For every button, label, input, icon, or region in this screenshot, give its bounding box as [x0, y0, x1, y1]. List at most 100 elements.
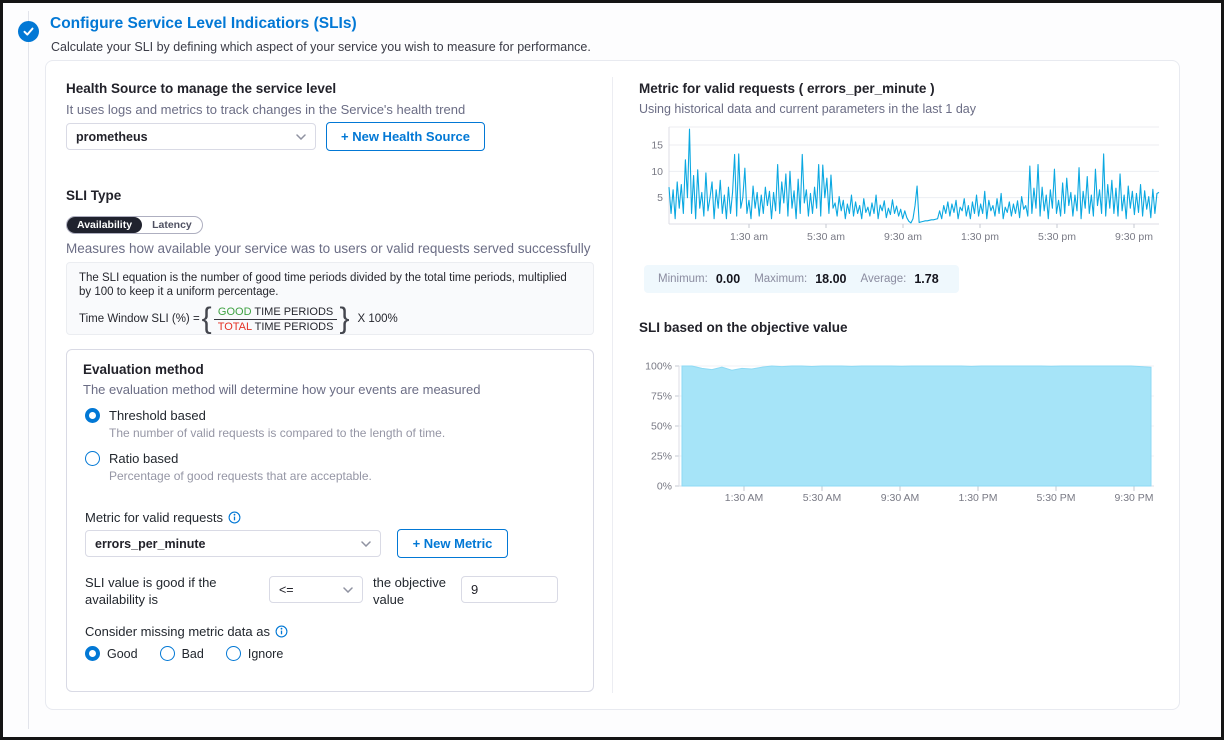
sli-config-card: Health Source to manage the service leve…	[45, 60, 1180, 710]
health-source-title: Health Source to manage the service leve…	[66, 81, 337, 96]
info-icon[interactable]	[275, 625, 288, 638]
radio-icon[interactable]	[225, 646, 241, 661]
svg-text:9:30 am: 9:30 am	[884, 231, 922, 243]
health-source-select[interactable]: prometheus	[66, 123, 316, 150]
radio-label: Ignore	[247, 646, 284, 661]
metric-timeseries-chart: 5 10 15 1:30 am 5:30 am 9:30 am 1:30 pm 5:30 pm…	[651, 126, 1160, 243]
objective-value-input[interactable]	[461, 576, 558, 603]
health-source-description: It uses logs and metrics to track change…	[66, 102, 466, 117]
radio-icon[interactable]	[85, 646, 100, 661]
sli-equation-box: The SLI equation is the number of good t…	[66, 262, 594, 335]
equation-good-periods: TIME PERIODS	[254, 305, 334, 318]
wizard-stepper-line	[28, 11, 29, 729]
radio-icon[interactable]	[85, 408, 100, 423]
sli-type-pill-availability[interactable]: Availability	[67, 217, 143, 233]
equation-lhs: Time Window SLI (%) =	[79, 313, 200, 325]
evaluation-method-box: Evaluation method The evaluation method …	[66, 349, 594, 692]
average-label: Average:	[860, 273, 907, 285]
metric-valid-requests-label: Metric for valid requests	[85, 510, 241, 525]
radio-label: Good	[107, 646, 138, 661]
maximum-label: Maximum:	[754, 273, 808, 285]
sli-type-title: SLI Type	[66, 188, 122, 203]
evaluation-option: Threshold based The number of valid reque…	[85, 408, 445, 440]
metric-chart-subtitle: Using historical data and current parame…	[639, 102, 976, 116]
svg-text:0%: 0%	[657, 481, 672, 493]
svg-text:10: 10	[651, 166, 663, 178]
svg-text:1:30 AM: 1:30 AM	[725, 492, 764, 504]
missing-data-radio-ignore[interactable]: Ignore	[225, 646, 284, 661]
svg-text:5:30 PM: 5:30 PM	[1036, 492, 1075, 504]
operator-selected-value: <=	[279, 582, 294, 597]
chevron-down-icon	[343, 586, 353, 593]
radio-ratio-based[interactable]: Ratio based	[85, 451, 445, 466]
svg-text:5:30 AM: 5:30 AM	[803, 492, 842, 504]
equation-fraction: GOOD TIME PERIODS TOTAL TIME PERIODS	[213, 305, 338, 333]
page-subtitle: Calculate your SLI by defining which asp…	[51, 40, 591, 54]
step-complete-icon	[18, 21, 39, 42]
missing-metric-data-label: Consider missing metric data as	[85, 624, 288, 639]
sli-area-chart: 100% 75% 50% 25% 0% 1:30 AM 5:30 AM 9:30 AM 1:30…	[645, 361, 1154, 504]
evaluation-method-options: Threshold based The number of valid reque…	[85, 408, 445, 494]
svg-text:1:30 PM: 1:30 PM	[958, 492, 997, 504]
sli-chart-title: SLI based on the objective value	[639, 320, 848, 335]
radio-label: Ratio based	[109, 451, 179, 466]
equation-total-periods: TIME PERIODS	[254, 320, 334, 333]
radio-description: The number of valid requests is compared…	[109, 426, 446, 440]
chevron-down-icon	[361, 540, 371, 547]
sli-type-pill-latency[interactable]: Latency	[152, 219, 192, 231]
radio-icon[interactable]	[85, 451, 100, 466]
svg-text:1:30 pm: 1:30 pm	[961, 231, 999, 243]
sli-equation-text: The SLI equation is the number of good t…	[79, 272, 567, 298]
sli-condition-label: SLI value is good if the availability is	[85, 575, 217, 607]
health-source-selected-value: prometheus	[76, 129, 148, 144]
svg-text:75%: 75%	[651, 391, 672, 403]
maximum-value: 18.00	[815, 272, 847, 286]
operator-select[interactable]: <=	[269, 576, 363, 603]
svg-text:1:30 am: 1:30 am	[730, 231, 768, 243]
missing-data-options: Good Bad Ignore	[85, 646, 283, 661]
svg-text:9:30 AM: 9:30 AM	[881, 492, 920, 504]
evaluation-option: Ratio based Percentage of good requests t…	[85, 451, 445, 483]
equation-rhs: X 100%	[357, 313, 398, 325]
average-value: 1.78	[914, 272, 939, 286]
svg-text:15: 15	[651, 140, 663, 152]
missing-data-radio-bad[interactable]: Bad	[159, 646, 204, 661]
missing-data-radio-good[interactable]: Good	[85, 646, 138, 661]
sli-type-description: Measures how available your service was …	[66, 241, 591, 256]
svg-text:5:30 am: 5:30 am	[807, 231, 845, 243]
minimum-label: Minimum:	[658, 273, 708, 285]
metric-select[interactable]: errors_per_minute	[85, 530, 381, 557]
svg-text:9:30 PM: 9:30 PM	[1114, 492, 1153, 504]
metric-chart-title: Metric for valid requests ( errors_per_m…	[639, 81, 935, 96]
sli-type-toggle: Availability Latency	[66, 216, 203, 234]
equation-open-brace: {	[201, 302, 212, 335]
svg-text:5:30 pm: 5:30 pm	[1038, 231, 1076, 243]
radio-label: Bad	[181, 646, 204, 661]
svg-text:50%: 50%	[651, 421, 672, 433]
evaluation-method-description: The evaluation method will determine how…	[83, 382, 481, 397]
equation-good-word: GOOD	[217, 305, 252, 318]
radio-description: Percentage of good requests that are acc…	[109, 469, 372, 483]
svg-text:100%: 100%	[645, 361, 672, 373]
evaluation-method-title: Evaluation method	[83, 362, 204, 377]
svg-text:25%: 25%	[651, 451, 672, 463]
svg-text:9:30 pm: 9:30 pm	[1115, 231, 1153, 243]
metric-selected-value: errors_per_minute	[95, 536, 206, 551]
new-metric-button[interactable]: + New Metric	[397, 529, 508, 558]
chevron-down-icon	[296, 133, 306, 140]
minimum-value: 0.00	[715, 272, 741, 286]
info-icon[interactable]	[228, 511, 241, 524]
radio-icon[interactable]	[159, 646, 175, 661]
column-divider	[612, 77, 613, 693]
radio-label: Threshold based	[109, 408, 206, 423]
equation-close-brace: }	[339, 302, 350, 335]
svg-text:5: 5	[657, 192, 663, 204]
radio-threshold-based[interactable]: Threshold based	[85, 408, 445, 423]
objective-value-label: the objective value	[373, 575, 446, 607]
sli-equation-formula: Time Window SLI (%) = { GOOD TIME PERIOD…	[79, 304, 581, 334]
page-title: Configure Service Level Indicatiors (SLI…	[50, 15, 357, 32]
metric-stats-badge: Minimum: 0.00 Maximum: 18.00 Average: 1.…	[644, 265, 959, 293]
equation-total-word: TOTAL	[217, 320, 252, 333]
new-health-source-button[interactable]: + New Health Source	[326, 122, 485, 151]
